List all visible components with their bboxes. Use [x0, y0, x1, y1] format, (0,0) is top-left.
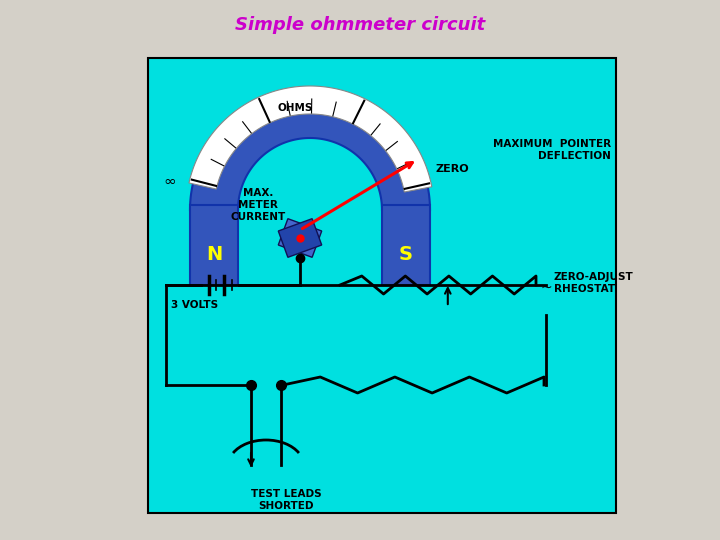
Polygon shape [190, 90, 430, 210]
Text: ∞: ∞ [163, 174, 176, 190]
Text: MAXIMUM  POINTER
DEFLECTION: MAXIMUM POINTER DEFLECTION [493, 139, 611, 161]
Text: 3 VOLTS: 3 VOLTS [171, 300, 218, 310]
Bar [148, 58, 616, 513]
Bar [190, 205, 238, 285]
Polygon shape [189, 86, 432, 192]
Text: S: S [399, 246, 413, 265]
Text: N: N [206, 246, 222, 265]
Bar [382, 205, 430, 285]
Text: ~: ~ [541, 281, 553, 295]
Text: OHMS: OHMS [277, 103, 312, 113]
Polygon shape [279, 219, 322, 258]
Polygon shape [279, 219, 322, 258]
Text: ZERO: ZERO [436, 164, 469, 174]
Text: TEST LEADS
SHORTED: TEST LEADS SHORTED [251, 489, 321, 511]
Text: MAX.
METER
CURRENT: MAX. METER CURRENT [230, 188, 286, 221]
Text: ZERO-ADJUST
RHEOSTAT: ZERO-ADJUST RHEOSTAT [554, 272, 634, 294]
Text: Simple ohmmeter circuit: Simple ohmmeter circuit [235, 16, 485, 34]
